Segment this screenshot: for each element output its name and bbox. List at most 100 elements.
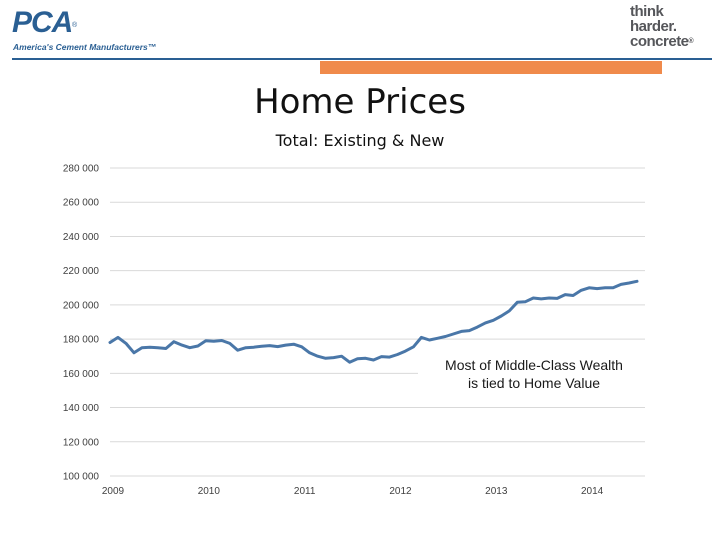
y-tick-label: 260 000 bbox=[63, 198, 100, 209]
data-point bbox=[516, 301, 519, 304]
data-point bbox=[292, 343, 295, 346]
data-point bbox=[276, 345, 279, 348]
logo-word-concrete: concrete bbox=[630, 33, 689, 50]
y-tick-label: 120 000 bbox=[63, 437, 100, 448]
y-tick-label: 140 000 bbox=[63, 403, 100, 414]
data-point bbox=[308, 352, 311, 354]
data-point bbox=[181, 344, 183, 346]
data-point bbox=[236, 349, 239, 352]
slide-title: Home Prices bbox=[0, 82, 720, 122]
data-point bbox=[444, 335, 447, 338]
annotation-line-1: Most of Middle-Class Wealth bbox=[445, 357, 623, 373]
data-point bbox=[412, 346, 415, 348]
pca-logo: PCA ® America's Cement Manufacturers™ bbox=[12, 6, 162, 56]
data-point bbox=[356, 358, 359, 360]
series-line-0 bbox=[108, 279, 639, 364]
data-point bbox=[324, 357, 327, 360]
data-point bbox=[436, 337, 439, 340]
logo-line-think: think bbox=[630, 3, 664, 20]
data-point bbox=[572, 294, 574, 297]
data-point bbox=[300, 346, 303, 348]
data-point bbox=[452, 333, 455, 335]
y-axis-labels: 100 000 120 000 140 000 160 000 180 000 200 0… bbox=[63, 164, 100, 483]
data-point bbox=[420, 336, 423, 339]
data-point bbox=[388, 356, 391, 358]
data-point bbox=[500, 315, 503, 317]
data-point bbox=[157, 346, 159, 349]
data-point bbox=[524, 301, 526, 303]
data-point bbox=[221, 339, 223, 342]
data-point bbox=[213, 340, 215, 343]
data-point bbox=[316, 355, 319, 358]
data-point bbox=[596, 287, 598, 290]
data-point bbox=[380, 355, 383, 358]
data-point bbox=[332, 356, 335, 359]
pca-logo-mark: PCA bbox=[12, 6, 73, 39]
y-tick-label: 160 000 bbox=[63, 369, 100, 380]
x-tick-label: 2010 bbox=[198, 486, 221, 497]
x-tick-label: 2014 bbox=[581, 486, 604, 497]
data-point bbox=[556, 297, 558, 300]
data-point bbox=[340, 355, 343, 358]
chart-subtitle: Total: Existing & New bbox=[275, 131, 445, 150]
data-point bbox=[404, 350, 407, 352]
data-point bbox=[189, 346, 191, 349]
annotation-line-2: is tied to Home Value bbox=[467, 375, 601, 391]
data-point bbox=[620, 283, 622, 286]
data-point bbox=[252, 346, 255, 349]
y-tick-label: 220 000 bbox=[63, 266, 100, 277]
chart-annotation: Most of Middle-Class Wealth is tied to H… bbox=[418, 356, 650, 392]
data-point bbox=[372, 359, 375, 361]
x-tick-label: 2013 bbox=[485, 486, 508, 497]
data-point bbox=[165, 347, 167, 350]
data-point bbox=[476, 326, 479, 328]
data-point bbox=[580, 289, 582, 292]
data-point bbox=[492, 319, 495, 322]
data-point bbox=[628, 282, 630, 284]
data-point bbox=[508, 310, 511, 312]
data-point bbox=[460, 330, 463, 333]
y-tick-label: 200 000 bbox=[63, 300, 100, 311]
data-point bbox=[284, 344, 287, 346]
data-point bbox=[564, 293, 566, 296]
data-point bbox=[229, 342, 231, 345]
data-point bbox=[468, 329, 471, 332]
data-point bbox=[636, 280, 638, 283]
header-divider bbox=[12, 58, 712, 60]
data-point bbox=[604, 287, 606, 289]
logo-line-harder: harder. bbox=[630, 18, 677, 35]
logo-line-concrete: concrete® bbox=[630, 34, 715, 49]
data-point bbox=[149, 346, 151, 349]
data-point bbox=[125, 342, 127, 345]
x-axis-labels: 2009 2010 2011 2012 2013 2014 bbox=[102, 486, 604, 497]
think-harder-concrete-logo: think harder. concrete® bbox=[630, 4, 715, 56]
y-tick-label: 100 000 bbox=[63, 472, 100, 483]
data-point bbox=[205, 340, 207, 342]
pca-logo-tagline: America's Cement Manufacturers™ bbox=[13, 42, 157, 52]
data-point bbox=[612, 287, 614, 289]
data-point bbox=[548, 297, 550, 299]
y-tick-label: 280 000 bbox=[63, 164, 100, 175]
data-point bbox=[484, 322, 487, 324]
data-point bbox=[348, 361, 351, 364]
data-point bbox=[532, 297, 535, 299]
data-point bbox=[428, 339, 431, 341]
logo-trademark: ® bbox=[688, 38, 694, 45]
data-point bbox=[588, 287, 590, 289]
data-point bbox=[540, 298, 542, 300]
data-point bbox=[197, 345, 199, 347]
x-tick-label: 2011 bbox=[294, 486, 316, 497]
chart-gridlines bbox=[110, 167, 645, 477]
data-point bbox=[364, 357, 367, 360]
data-point bbox=[396, 353, 399, 356]
accent-bar bbox=[320, 61, 662, 74]
y-tick-label: 180 000 bbox=[63, 335, 100, 346]
pca-registered-mark: ® bbox=[72, 22, 78, 29]
data-point bbox=[117, 336, 119, 339]
x-tick-label: 2009 bbox=[102, 486, 125, 497]
data-point bbox=[268, 344, 271, 347]
series-line-group bbox=[108, 279, 639, 364]
data-point bbox=[173, 340, 175, 343]
data-point bbox=[109, 341, 111, 344]
